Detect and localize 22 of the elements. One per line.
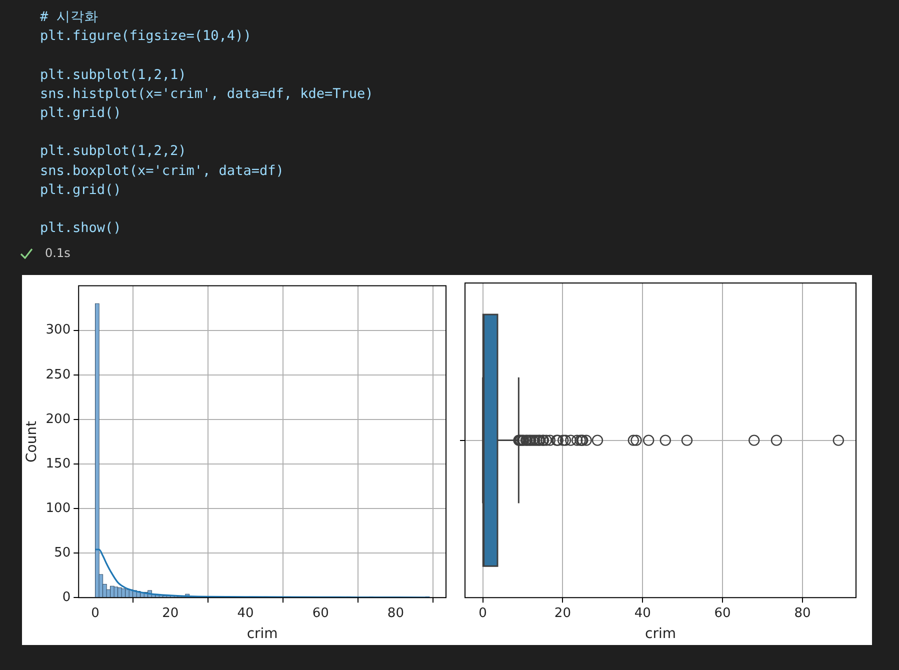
y-tick-label: 200 [46, 412, 71, 427]
x-axis-title: crim [645, 626, 676, 642]
x-tick-label: 40 [237, 606, 254, 621]
y-tick-label: 0 [62, 590, 71, 605]
x-tick-label: 20 [554, 606, 571, 621]
x-tick-label: 20 [162, 606, 179, 621]
x-tick-label: 80 [794, 606, 811, 621]
y-tick-label: 300 [46, 322, 71, 338]
x-tick-label: 60 [312, 606, 329, 621]
x-tick-label: 0 [91, 606, 100, 621]
y-axis-title: Count [24, 420, 40, 462]
x-tick-label: 60 [714, 606, 731, 621]
x-tick-label: 40 [634, 606, 651, 621]
x-axis-title: crim [246, 626, 278, 642]
y-tick-label: 50 [54, 545, 71, 560]
x-tick-label: 0 [478, 606, 487, 621]
y-tick-label: 250 [46, 367, 71, 382]
y-tick-label: 150 [46, 456, 71, 472]
text: 0.1s [45, 246, 70, 260]
x-tick-label: 80 [387, 606, 404, 621]
y-tick-label: 100 [46, 500, 71, 516]
text: # 시각화 plt.figure(figsize=(10,4)) plt.subplot(1,2,1) sns.histplot(x='crim', data=df, kde=True) plt.grid() plt.subplot(1,2,2) sns.boxplot(x='crim', data=df) plt.grid() plt.show() [40, 9, 374, 236]
